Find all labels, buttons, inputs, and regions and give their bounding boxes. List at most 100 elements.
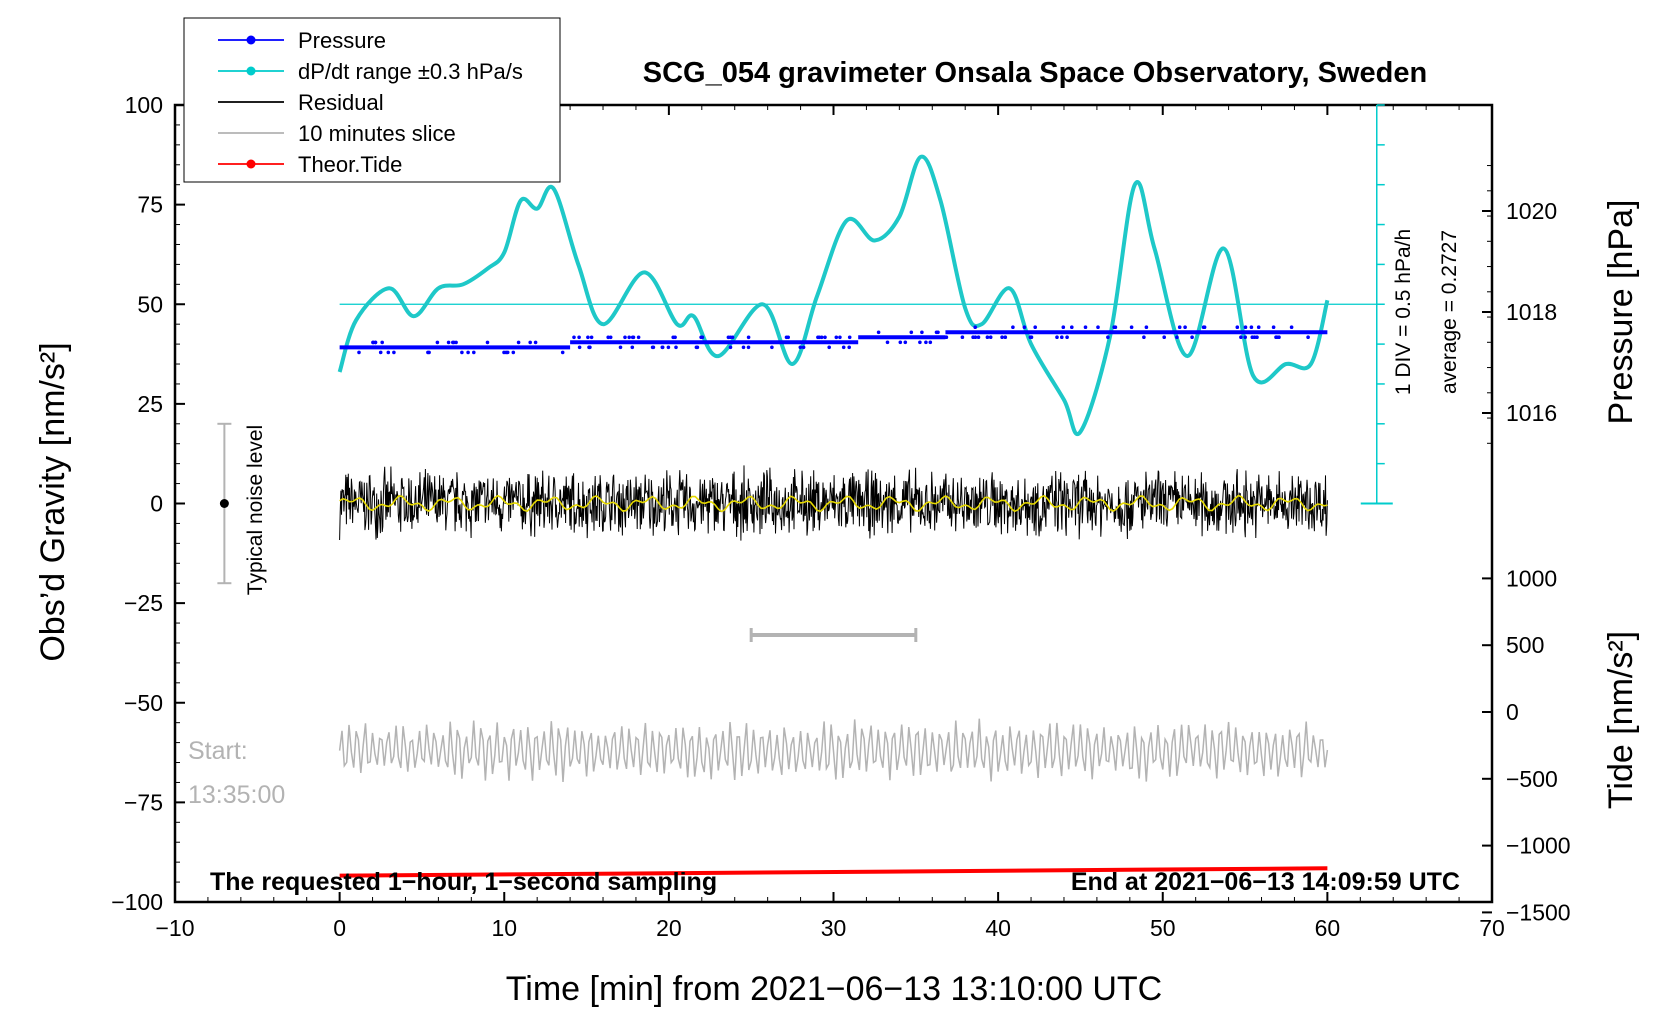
tide-tick-label: −500 bbox=[1506, 766, 1558, 792]
pressure-point bbox=[577, 345, 582, 350]
tide-tick-label: 500 bbox=[1506, 632, 1544, 658]
pressure-point bbox=[798, 345, 803, 350]
pressure-point bbox=[1106, 335, 1110, 340]
dpdt-average-note: average = 0.2727 bbox=[1438, 230, 1461, 394]
chart-title: SCG_054 gravimeter Onsala Space Observat… bbox=[643, 57, 1427, 89]
pressure-point bbox=[801, 345, 806, 350]
pressure-point bbox=[636, 335, 641, 340]
pressure-point bbox=[392, 350, 396, 355]
pressure-point bbox=[876, 330, 881, 335]
pressure-point bbox=[920, 330, 924, 335]
pressure-point bbox=[1239, 335, 1243, 340]
pressure-point bbox=[1011, 325, 1015, 330]
pressure-point bbox=[988, 335, 993, 340]
pressure-point bbox=[1256, 325, 1261, 330]
pressure-point bbox=[660, 345, 665, 350]
pressure-point bbox=[1028, 335, 1033, 340]
pressure-point bbox=[885, 340, 890, 345]
pressure-point bbox=[1243, 335, 1247, 340]
pressure-point bbox=[1177, 325, 1182, 330]
tide-line bbox=[339, 866, 1328, 878]
pressure-point bbox=[1096, 325, 1100, 330]
pressure-point bbox=[1000, 335, 1004, 340]
pressure-point bbox=[650, 345, 655, 350]
pressure-point bbox=[451, 340, 455, 345]
pressure-point bbox=[1271, 325, 1276, 330]
pressure-tick-label: 1016 bbox=[1506, 400, 1557, 426]
pressure-point bbox=[694, 345, 699, 350]
pressure-point bbox=[1003, 335, 1008, 340]
legend-marker bbox=[246, 66, 256, 76]
pressure-point bbox=[827, 345, 831, 350]
pressure-point bbox=[466, 350, 470, 355]
pressure-point bbox=[973, 325, 977, 330]
pressure-point bbox=[588, 345, 592, 350]
pressure-point bbox=[1289, 325, 1294, 330]
pressure-point bbox=[380, 340, 385, 345]
start-label: Start: bbox=[188, 737, 248, 765]
dpdt-scale-note: 1 DIV = 0.5 hPa/h bbox=[1392, 229, 1415, 395]
pressure-point bbox=[823, 335, 827, 340]
pressure-point bbox=[1055, 335, 1059, 340]
y-tick-label: 50 bbox=[137, 291, 163, 317]
pressure-point bbox=[838, 335, 842, 340]
pressure-point bbox=[1033, 325, 1037, 330]
y-axis-title-left: Obs’d Gravity [nm/s²] bbox=[34, 342, 72, 661]
pressure-point bbox=[560, 350, 565, 355]
x-tick-label: 20 bbox=[656, 915, 682, 941]
pressure-point bbox=[1142, 335, 1146, 340]
pressure-point bbox=[728, 335, 733, 340]
pressure-point bbox=[623, 335, 627, 340]
pressure-point bbox=[485, 340, 490, 345]
pressure-point bbox=[973, 335, 978, 340]
y-axis-title-tide: Tide [nm/s²] bbox=[1602, 631, 1640, 809]
data-series bbox=[217, 104, 1393, 878]
legend-box bbox=[183, 17, 561, 183]
legend-marker bbox=[246, 35, 256, 45]
pressure-point bbox=[834, 335, 839, 340]
pressure-point bbox=[426, 350, 430, 355]
pressure-point bbox=[1083, 325, 1088, 330]
pressure-point bbox=[819, 335, 824, 340]
pressure-point bbox=[357, 350, 361, 355]
pressure-point bbox=[511, 350, 516, 355]
tide-tick-label: −1500 bbox=[1506, 899, 1571, 925]
pressure-tick-label: 1020 bbox=[1506, 198, 1557, 224]
slice-line bbox=[338, 718, 1329, 782]
pressure-point bbox=[386, 350, 391, 355]
pressure-point bbox=[936, 330, 940, 335]
pressure-point bbox=[1249, 325, 1254, 330]
y-tick-label: 100 bbox=[125, 92, 163, 118]
x-tick-label: −10 bbox=[155, 915, 194, 941]
pressure-point bbox=[606, 335, 610, 340]
pressure-point bbox=[1275, 335, 1279, 340]
y-tick-label: −75 bbox=[124, 789, 163, 815]
y-tick-label: 0 bbox=[150, 491, 163, 517]
x-tick-label: 0 bbox=[333, 915, 346, 941]
pressure-point bbox=[631, 335, 636, 340]
pressure-point bbox=[472, 350, 476, 355]
y-tick-label: 25 bbox=[137, 391, 163, 417]
y-axis-title-pressure: Pressure [hPa] bbox=[1602, 200, 1640, 425]
pressure-point bbox=[1235, 325, 1240, 330]
residual-line bbox=[339, 465, 1328, 541]
pressure-point bbox=[741, 345, 746, 350]
pressure-point bbox=[528, 340, 532, 345]
noise-level-label: Typical noise level bbox=[244, 425, 267, 595]
pressure-point bbox=[841, 345, 846, 350]
pressure-point bbox=[589, 335, 594, 340]
pressure-point bbox=[746, 335, 751, 340]
end-time-note: End at 2021−06−13 14:09:59 UTC bbox=[1071, 868, 1460, 896]
pressure-point bbox=[746, 345, 751, 350]
pressure-point bbox=[1255, 335, 1259, 340]
pressure-point bbox=[618, 345, 623, 350]
pressure-point bbox=[1306, 335, 1310, 340]
pressure-point bbox=[666, 345, 671, 350]
pressure-point bbox=[898, 340, 903, 345]
x-tick-label: 30 bbox=[821, 915, 847, 941]
legend-marker bbox=[246, 159, 256, 169]
pressure-point bbox=[847, 345, 851, 350]
pressure-point bbox=[847, 335, 852, 340]
legend-label: dP/dt range ±0.3 hPa/s bbox=[298, 59, 523, 84]
pressure-point bbox=[918, 340, 922, 345]
